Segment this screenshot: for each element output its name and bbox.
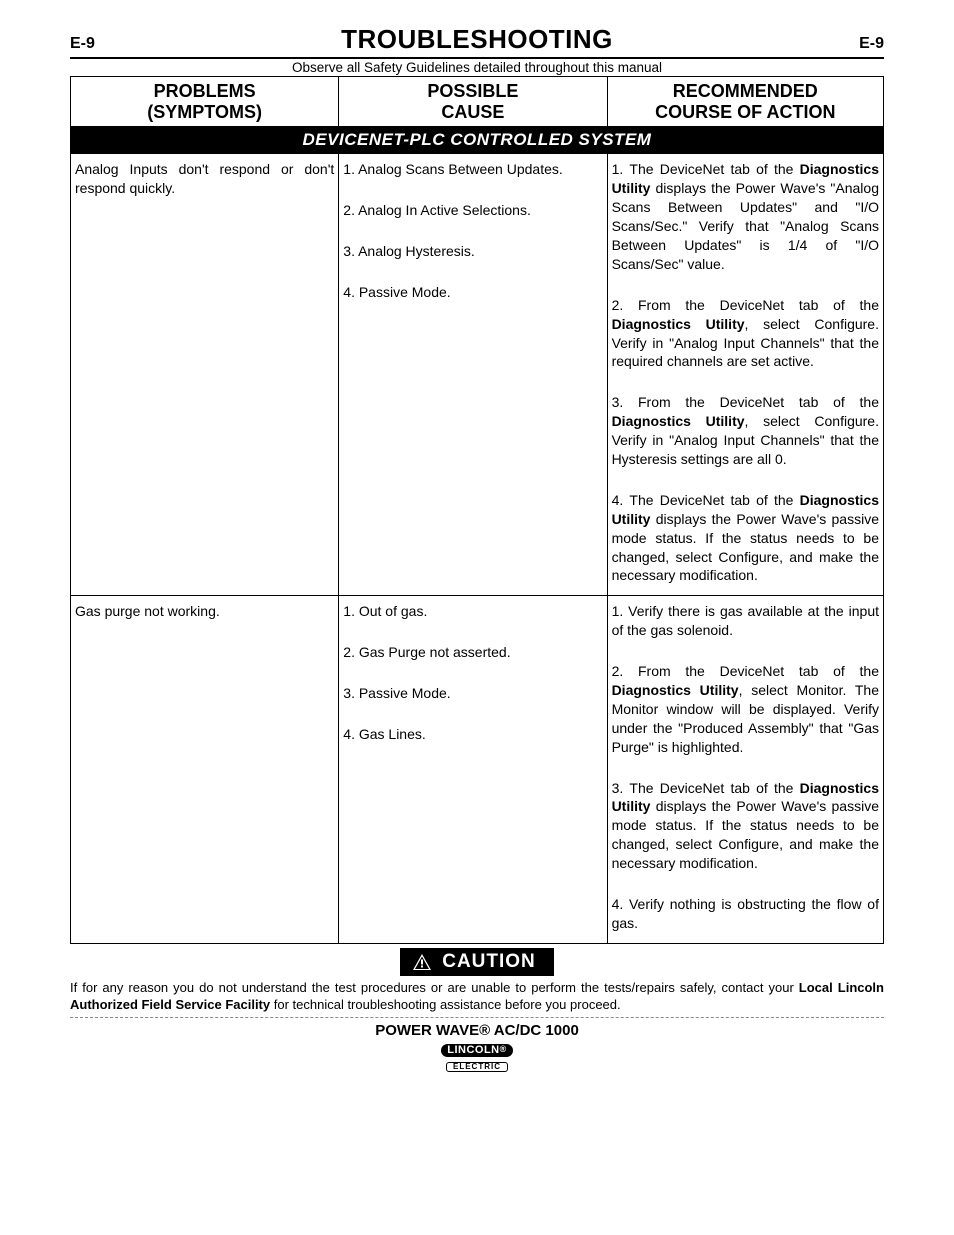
col-header-cause-l1: POSSIBLE — [427, 81, 518, 101]
action-item: 4. Verify nothing is obstructing the flo… — [612, 895, 879, 933]
cause-cell: 1. Analog Scans Between Updates. 2. Analo… — [339, 154, 607, 596]
caution-banner: CAUTION — [70, 948, 884, 976]
troubleshooting-table: PROBLEMS (SYMPTOMS) POSSIBLE CAUSE RECOM… — [70, 76, 884, 944]
cause-cell: 1. Out of gas. 2. Gas Purge not asserted.… — [339, 596, 607, 943]
cause-item: 2. Analog In Active Selections. — [343, 201, 602, 220]
action-item: 1. The DeviceNet tab of the Diagnostics … — [612, 160, 879, 273]
logo-bottom-text: ELECTRIC — [446, 1062, 508, 1072]
warning-triangle-icon — [412, 953, 432, 971]
service-footnote: If for any reason you do not understand … — [70, 980, 884, 1018]
logo-top-text: LINCOLN® — [441, 1044, 513, 1057]
caution-badge: CAUTION — [400, 948, 554, 976]
page-title: TROUBLESHOOTING — [341, 24, 613, 55]
section-header-row: DEVICENET-PLC CONTROLLED SYSTEM — [71, 127, 884, 154]
table-row: Gas purge not working.1. Out of gas. 2. G… — [71, 596, 884, 943]
safety-guideline-line: Observe all Safety Guidelines detailed t… — [70, 60, 884, 75]
col-header-action-l2: COURSE OF ACTION — [655, 102, 835, 122]
brand-logo: LINCOLN® ELECTRIC — [70, 1041, 884, 1074]
product-model-line: POWER WAVE® AC/DC 1000 — [70, 1022, 884, 1039]
table-row: Analog Inputs don't respond or don't res… — [71, 154, 884, 596]
col-header-cause: POSSIBLE CAUSE — [339, 77, 607, 127]
problem-cell: Analog Inputs don't respond or don't res… — [71, 154, 339, 596]
action-item: 3. The DeviceNet tab of the Diagnostics … — [612, 779, 879, 873]
action-cell: 1. Verify there is gas available at the … — [607, 596, 883, 943]
page-code-right: E-9 — [859, 35, 884, 53]
cause-item: 3. Analog Hysteresis. — [343, 242, 602, 261]
cause-item: 1. Analog Scans Between Updates. — [343, 160, 602, 179]
action-item: 2. From the DeviceNet tab of the Diagnos… — [612, 296, 879, 372]
action-item: 1. Verify there is gas available at the … — [612, 602, 879, 640]
footnote-post: for technical troubleshooting assistance… — [270, 997, 621, 1012]
cause-item: 4. Passive Mode. — [343, 283, 602, 302]
col-header-problems-l1: PROBLEMS — [154, 81, 256, 101]
cause-item: 4. Gas Lines. — [343, 725, 602, 744]
cause-item: 1. Out of gas. — [343, 602, 602, 621]
col-header-action: RECOMMENDED COURSE OF ACTION — [607, 77, 883, 127]
action-item: 4. The DeviceNet tab of the Diagnostics … — [612, 491, 879, 585]
action-cell: 1. The DeviceNet tab of the Diagnostics … — [607, 154, 883, 596]
problem-cell: Gas purge not working. — [71, 596, 339, 943]
col-header-action-l1: RECOMMENDED — [673, 81, 818, 101]
action-item: 2. From the DeviceNet tab of the Diagnos… — [612, 662, 879, 756]
registered-mark-icon: ® — [500, 1044, 507, 1054]
table-header-row: PROBLEMS (SYMPTOMS) POSSIBLE CAUSE RECOM… — [71, 77, 884, 127]
action-item: 3. From the DeviceNet tab of the Diagnos… — [612, 393, 879, 469]
table-body: DEVICENET-PLC CONTROLLED SYSTEM Analog I… — [71, 127, 884, 943]
col-header-problems: PROBLEMS (SYMPTOMS) — [71, 77, 339, 127]
footnote-pre: If for any reason you do not understand … — [70, 980, 799, 995]
col-header-problems-l2: (SYMPTOMS) — [147, 102, 262, 122]
page-header: E-9 TROUBLESHOOTING E-9 — [70, 24, 884, 59]
cause-item: 3. Passive Mode. — [343, 684, 602, 703]
col-header-cause-l2: CAUSE — [441, 102, 504, 122]
caution-label: CAUTION — [442, 951, 536, 973]
page-code-left: E-9 — [70, 35, 95, 53]
cause-item: 2. Gas Purge not asserted. — [343, 643, 602, 662]
section-title: DEVICENET-PLC CONTROLLED SYSTEM — [71, 127, 884, 154]
